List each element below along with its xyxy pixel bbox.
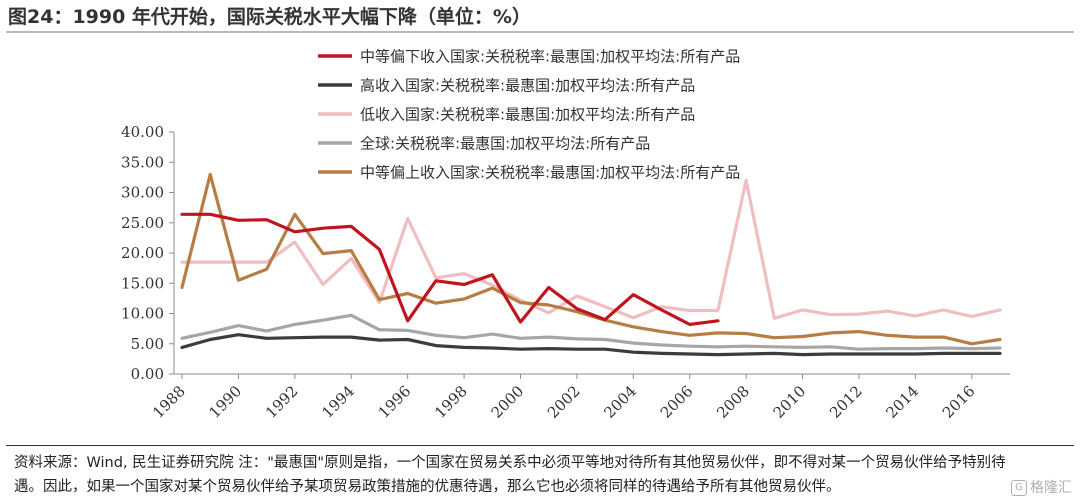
x-tick-label: 2010 [770,382,810,422]
series-line-3 [180,313,1002,351]
chart-axes: 0.00 5.00 10.00 15.00 20.00 25.00 30.00 35.00 40… [121,123,1010,422]
x-tick-label: 1994 [318,382,358,422]
y-tick-label: 40.00 [121,123,164,141]
source-note: 资料来源：Wind, 民生证券研究院 注："最惠国"原则是指，一个国家在贸易关系… [14,455,1006,495]
chart-legend: 中等偏下收入国家:关税税率:最惠国:加权平均法:所有产品高收入国家:关税税率:最… [318,48,740,182]
x-tick-label: 2016 [939,382,979,422]
x-tick-label: 2000 [488,382,528,422]
y-tick-label: 20.00 [121,244,164,262]
legend-label: 中等偏下收入国家:关税税率:最惠国:加权平均法:所有产品 [360,48,740,66]
legend-label: 全球:关税税率:最惠国:加权平均法:所有产品 [360,135,650,153]
y-tick-label: 35.00 [121,153,164,171]
x-tick-label: 1990 [206,382,246,422]
chart-series [180,172,1002,357]
y-tick-label: 25.00 [121,214,164,232]
watermark: G 格隆汇 [1011,477,1072,497]
x-tick-label: 2004 [600,382,640,422]
x-tick-label: 1996 [375,382,415,422]
title-divider [6,31,1074,33]
x-tick-label: 2014 [882,382,922,422]
source-divider [6,445,1074,446]
x-tick-label: 1998 [431,382,471,422]
x-tick-label: 2002 [544,382,584,422]
y-tick-label: 30.00 [121,184,164,202]
y-tick-label: 0.00 [131,365,164,383]
legend-label: 低收入国家:关税税率:最惠国:加权平均法:所有产品 [360,106,695,124]
figure-title: 图24：1990 年代开始，国际关税水平大幅下降（单位：%） [8,6,531,28]
series-line-1 [180,333,1002,357]
x-tick-label: 2008 [713,382,753,422]
series-line-4 [180,172,1002,346]
series-line-2 [180,178,1002,320]
legend-label: 高收入国家:关税税率:最惠国:加权平均法:所有产品 [360,77,695,95]
watermark-text: 格隆汇 [1030,480,1072,496]
x-tick-label: 2012 [826,382,866,422]
legend-label: 中等偏上收入国家:关税税率:最惠国:加权平均法:所有产品 [360,164,740,182]
watermark-logo-icon: G [1011,480,1027,496]
tariff-line-chart: 中等偏下收入国家:关税税率:最惠国:加权平均法:所有产品高收入国家:关税税率:最… [121,48,1010,422]
x-tick-label: 2006 [657,382,697,422]
series-line-0 [180,212,720,326]
y-tick-label: 5.00 [131,335,164,353]
y-tick-label: 15.00 [121,274,164,292]
x-tick-label: 1992 [262,382,302,422]
y-tick-label: 10.00 [121,305,164,323]
x-tick-label: 1988 [149,382,189,422]
